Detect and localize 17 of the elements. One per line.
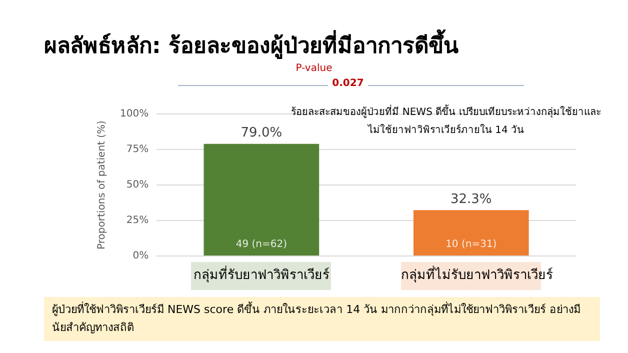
y-tick-label: 50% [126,180,149,191]
annotation: 10 (n=31) [444,239,498,250]
text: 0.027 [331,78,365,89]
y-tick-label: 100% [120,108,149,120]
y-tick-label: 25% [126,215,149,226]
annotation: ร้อยละสะสมของผู้ป่วยที่มี NEWS ดีขึ้น เปรียบเทียบระหว่างกลุ่มใช้ยาและไม่ใช้ยาฟาวิพิราเวียร์ภายใน 14 วัน [290,104,602,138]
chart-title: ผลลัพธ์หลัก: ร้อยละของผู้ป่วยที่มีอาการดีขึ้น [44,28,458,61]
x-tick-label: กลุ่มที่ไม่รับยาฟาวิพิราเวียร์ [401,264,554,285]
text: ผู้ป่วยที่ใช้ฟาวิพิราเวียร์มี NEWS score ดีขึ้น ภายในระยะเวลา 14 วัน มากกว่ากลุ่มที่ไม่ใช้ยาฟาวิพิราเวียร์ อย่างมีนัยสำคัญทางสถิติ [44,297,600,341]
y-axis-title: Proportions of patient (%) [96,120,108,250]
data-label: 79.0% [240,126,282,141]
text: P-value [296,63,332,74]
x-tick-label: กลุ่มที่รับยาฟาวิพิราเวียร์ [191,262,332,290]
annotation: 49 (n=62) [234,239,288,250]
y-tick-label: 0% [132,250,149,262]
y-tick-label: 75% [126,144,149,156]
data-label: 32.3% [450,192,492,208]
